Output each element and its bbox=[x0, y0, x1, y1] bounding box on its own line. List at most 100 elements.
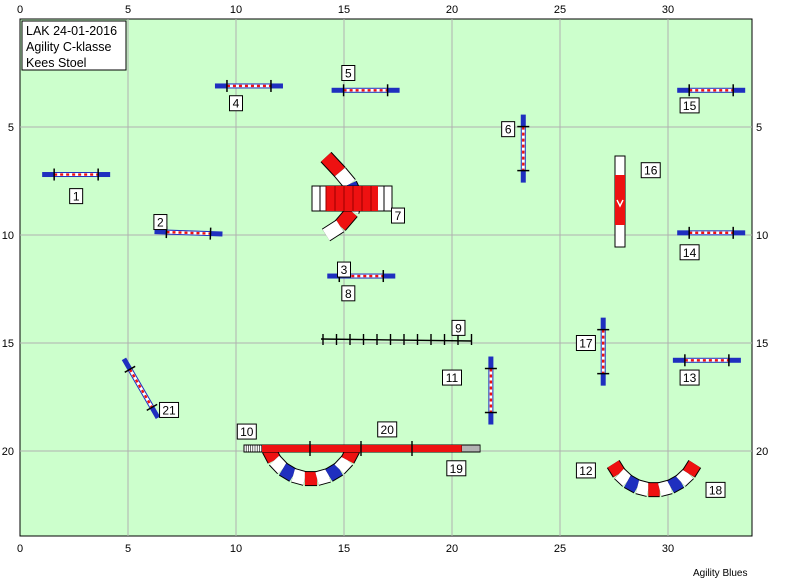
x-tick-label: 20 bbox=[446, 543, 458, 555]
jump-obstacle bbox=[214, 79, 283, 92]
jump-stand bbox=[146, 403, 158, 412]
obstacle-number-box bbox=[705, 481, 726, 498]
obstacle-number-label: 20 bbox=[381, 423, 395, 437]
obstacle-number-8: 8 bbox=[341, 285, 356, 302]
obstacle-number-box bbox=[575, 462, 596, 479]
obstacle-number-label: 12 bbox=[579, 464, 593, 478]
jump-bar bbox=[689, 88, 734, 92]
tunnel-segment bbox=[335, 207, 357, 231]
dogwalk-19 bbox=[243, 441, 481, 456]
tunnel-segment bbox=[676, 468, 694, 487]
obstacle-number-label: 6 bbox=[505, 123, 512, 137]
obstacle-number-box bbox=[341, 285, 356, 302]
y-axis-right: 5 10 15 20 bbox=[756, 122, 768, 458]
x-axis-top: 0 5 10 15 20 25 30 bbox=[17, 4, 674, 16]
jump-bar bbox=[684, 358, 729, 362]
x-tick-label: 15 bbox=[338, 4, 350, 16]
obstacle-number-11: 11 bbox=[442, 369, 462, 386]
obstacle-number-19: 19 bbox=[446, 460, 467, 477]
tunnel-segment bbox=[315, 469, 331, 485]
tunnel-segment bbox=[269, 455, 288, 474]
obstacle-number-label: 18 bbox=[709, 483, 723, 497]
tunnel-segment bbox=[658, 480, 673, 496]
x-tick-label: 10 bbox=[230, 4, 242, 16]
x-tick-label: 5 bbox=[125, 543, 131, 555]
obstacle-number-5: 5 bbox=[341, 65, 356, 81]
obstacle-number-box bbox=[69, 188, 84, 205]
tunnel-10-20 bbox=[262, 445, 360, 487]
x-tick-label: 30 bbox=[662, 543, 674, 555]
y-tick-label: 20 bbox=[756, 446, 768, 458]
obstacle-number-box bbox=[377, 421, 398, 438]
obstacle-number-label: 11 bbox=[446, 371, 459, 385]
jump-obstacle bbox=[331, 84, 400, 97]
obstacle-number-box bbox=[153, 214, 168, 231]
jump-bar bbox=[128, 368, 154, 409]
obstacle-number-label: 21 bbox=[162, 403, 176, 417]
obstacle-number-box bbox=[679, 369, 700, 386]
obstacle-number-box bbox=[451, 319, 466, 336]
tunnel-7-body bbox=[326, 186, 378, 211]
tunnel-segment bbox=[279, 463, 297, 481]
obstacle-number-10: 10 bbox=[236, 423, 257, 440]
jump-obstacle bbox=[677, 84, 746, 97]
obstacle-number-box bbox=[341, 65, 356, 81]
jump-bar bbox=[166, 230, 211, 236]
obstacle-number-label: 15 bbox=[683, 99, 697, 113]
jump-obstacle bbox=[672, 354, 741, 367]
jump-bar bbox=[339, 274, 384, 278]
obstacle-number-label: 3 bbox=[341, 263, 348, 277]
y-tick-label: 5 bbox=[756, 122, 762, 134]
jump-bar-stripes bbox=[166, 230, 211, 235]
obstacle-number-14: 14 bbox=[679, 244, 700, 261]
obstacle-number-box bbox=[236, 423, 257, 440]
x-tick-label: 10 bbox=[230, 543, 242, 555]
jump-obstacle bbox=[597, 317, 610, 386]
jump-obstacle bbox=[517, 114, 530, 183]
x-tick-label: 0 bbox=[17, 4, 23, 16]
obstacle-number-18: 18 bbox=[705, 481, 726, 498]
obstacle-number-label: 10 bbox=[240, 425, 254, 439]
obstacle-shapes bbox=[42, 79, 746, 498]
jump-obstacle bbox=[677, 226, 746, 239]
obstacle-number-box bbox=[501, 121, 516, 138]
x-tick-label: 30 bbox=[662, 4, 674, 16]
obstacle-number-label: 7 bbox=[395, 209, 402, 223]
obstacle-number-17: 17 bbox=[575, 335, 596, 351]
x-tick-label: 25 bbox=[554, 4, 566, 16]
weave-poles-9 bbox=[320, 334, 473, 345]
obstacle-number-box bbox=[391, 207, 405, 224]
obstacle-number-label: 13 bbox=[683, 371, 697, 385]
y-tick-label: 10 bbox=[756, 230, 768, 242]
tunnel-segment bbox=[607, 460, 625, 478]
tunnel-segment bbox=[614, 468, 632, 487]
y-tick-label: 20 bbox=[2, 446, 14, 458]
info-judge-line: Kees Stoel bbox=[26, 56, 86, 70]
tunnel-segment bbox=[667, 475, 684, 493]
obstacle-number-label: 16 bbox=[644, 164, 658, 178]
tunnel-segment bbox=[624, 475, 641, 493]
obstacle-number-label: 2 bbox=[157, 216, 164, 230]
y-axis-left: 5 10 15 20 bbox=[2, 122, 14, 458]
obstacle-number-1: 1 bbox=[69, 188, 84, 205]
weave-base bbox=[320, 338, 473, 342]
info-box-frame bbox=[21, 20, 127, 71]
a-frame-peak-icon bbox=[616, 199, 624, 208]
y-tick-label: 10 bbox=[2, 230, 14, 242]
obstacle-number-box bbox=[679, 97, 700, 114]
x-tick-label: 20 bbox=[446, 4, 458, 16]
obstacle-number-box bbox=[640, 162, 661, 179]
x-tick-label: 15 bbox=[338, 543, 350, 555]
obstacle-number-21: 21 bbox=[159, 401, 180, 418]
obstacle-number-label: 5 bbox=[345, 67, 352, 81]
y-tick-label: 15 bbox=[2, 338, 14, 350]
jump-obstacle bbox=[121, 357, 161, 420]
tunnel-segment bbox=[322, 220, 344, 241]
obstacle-number-label: 17 bbox=[579, 337, 593, 351]
tunnel-segment bbox=[325, 463, 343, 481]
jump-obstacle bbox=[484, 356, 497, 425]
footer-brand: Agility Blues bbox=[693, 568, 747, 578]
course-info-box: LAK 24-01-2016 Agility C-klasse Kees Sto… bbox=[21, 20, 127, 71]
x-tick-label: 0 bbox=[17, 543, 23, 555]
obstacle-number-12: 12 bbox=[575, 462, 596, 479]
